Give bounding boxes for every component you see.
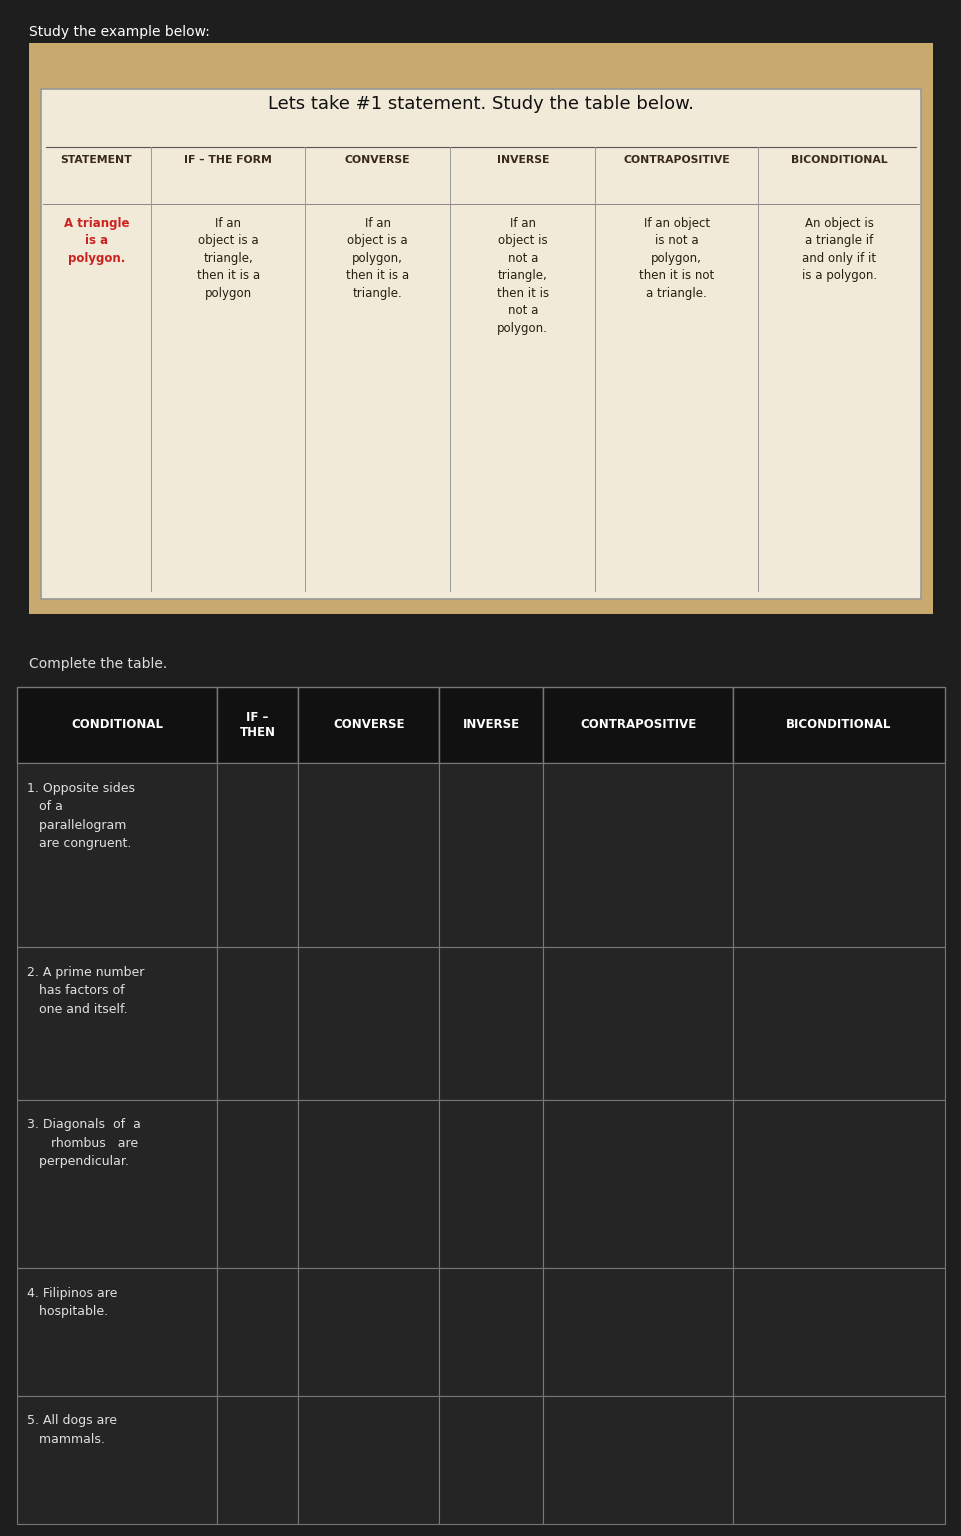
Text: Study the example below:: Study the example below: bbox=[29, 25, 209, 38]
Bar bbox=[543, 687, 732, 763]
Text: CONTRAPOSITIVE: CONTRAPOSITIVE bbox=[579, 719, 696, 731]
Bar bbox=[216, 948, 298, 1100]
Bar bbox=[439, 1269, 543, 1396]
Text: CONTRAPOSITIVE: CONTRAPOSITIVE bbox=[623, 155, 729, 166]
Bar bbox=[17, 1269, 216, 1396]
Bar bbox=[216, 1100, 298, 1269]
Bar bbox=[17, 948, 216, 1100]
Text: If an
object is a
polygon,
then it is a
triangle.: If an object is a polygon, then it is a … bbox=[346, 217, 408, 300]
Bar bbox=[543, 1100, 732, 1269]
Bar bbox=[41, 89, 920, 599]
Text: If an
object is a
triangle,
then it is a
polygon: If an object is a triangle, then it is a… bbox=[196, 217, 259, 300]
Text: CONVERSE: CONVERSE bbox=[345, 155, 410, 166]
Bar bbox=[439, 948, 543, 1100]
Text: CONVERSE: CONVERSE bbox=[333, 719, 405, 731]
Bar bbox=[439, 1396, 543, 1524]
Bar bbox=[17, 687, 216, 763]
Text: A triangle
is a
polygon.: A triangle is a polygon. bbox=[63, 217, 129, 264]
Bar bbox=[439, 1100, 543, 1269]
Text: 3. Diagonals  of  a
      rhombus   are
   perpendicular.: 3. Diagonals of a rhombus are perpendicu… bbox=[27, 1118, 140, 1169]
Text: CONDITIONAL: CONDITIONAL bbox=[71, 719, 162, 731]
Text: If an
object is
not a
triangle,
then it is
not a
polygon.: If an object is not a triangle, then it … bbox=[496, 217, 549, 335]
Bar bbox=[732, 1396, 944, 1524]
Text: Lets take #1 statement. Study the table below.: Lets take #1 statement. Study the table … bbox=[268, 95, 693, 114]
Bar bbox=[543, 948, 732, 1100]
Bar bbox=[732, 687, 944, 763]
Text: IF –
THEN: IF – THEN bbox=[239, 711, 275, 739]
Bar bbox=[439, 687, 543, 763]
Bar bbox=[17, 1396, 216, 1524]
Bar bbox=[298, 1100, 439, 1269]
Text: IF – THE FORM: IF – THE FORM bbox=[185, 155, 272, 166]
Bar bbox=[216, 763, 298, 948]
Bar bbox=[298, 687, 439, 763]
Bar bbox=[298, 948, 439, 1100]
Text: An object is
a triangle if
and only if it
is a polygon.: An object is a triangle if and only if i… bbox=[801, 217, 876, 283]
Text: Complete the table.: Complete the table. bbox=[29, 657, 167, 671]
Bar bbox=[732, 948, 944, 1100]
Bar bbox=[17, 1100, 216, 1269]
Text: BICONDITIONAL: BICONDITIONAL bbox=[790, 155, 887, 166]
Bar bbox=[732, 1269, 944, 1396]
Bar bbox=[216, 1396, 298, 1524]
Bar bbox=[298, 1269, 439, 1396]
Bar bbox=[732, 763, 944, 948]
Text: STATEMENT: STATEMENT bbox=[61, 155, 132, 166]
Bar bbox=[732, 1100, 944, 1269]
Bar bbox=[29, 43, 932, 614]
Text: 5. All dogs are
   mammals.: 5. All dogs are mammals. bbox=[27, 1415, 117, 1445]
Text: 1. Opposite sides
   of a
   parallelogram
   are congruent.: 1. Opposite sides of a parallelogram are… bbox=[27, 782, 135, 851]
Bar bbox=[17, 763, 216, 948]
Text: INVERSE: INVERSE bbox=[496, 155, 549, 166]
Bar bbox=[216, 1269, 298, 1396]
Bar bbox=[298, 1396, 439, 1524]
Bar bbox=[543, 763, 732, 948]
Text: BICONDITIONAL: BICONDITIONAL bbox=[785, 719, 891, 731]
Text: 2. A prime number
   has factors of
   one and itself.: 2. A prime number has factors of one and… bbox=[27, 966, 144, 1015]
Bar bbox=[298, 763, 439, 948]
Bar bbox=[543, 1396, 732, 1524]
Text: 4. Filipinos are
   hospitable.: 4. Filipinos are hospitable. bbox=[27, 1287, 117, 1318]
Bar bbox=[439, 763, 543, 948]
Text: INVERSE: INVERSE bbox=[462, 719, 519, 731]
Bar bbox=[543, 1269, 732, 1396]
Bar bbox=[216, 687, 298, 763]
Text: If an object
is not a
polygon,
then it is not
a triangle.: If an object is not a polygon, then it i… bbox=[638, 217, 713, 300]
